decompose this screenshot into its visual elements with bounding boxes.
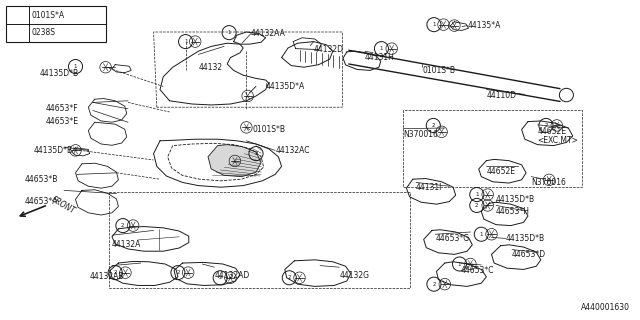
Text: 1: 1 [184,39,188,44]
Text: 44653*A: 44653*A [24,197,58,206]
Text: 44131H: 44131H [365,53,395,62]
Text: 44131I: 44131I [416,183,442,192]
Text: 44652E: 44652E [538,127,566,136]
Text: 44132D: 44132D [314,45,344,54]
Text: 0101S*A: 0101S*A [32,11,65,20]
Text: 1: 1 [458,261,461,267]
Text: 1: 1 [432,22,436,27]
Text: <EXC.MT>: <EXC.MT> [538,136,579,145]
Text: 1: 1 [380,46,383,51]
Text: 44653*H: 44653*H [496,207,530,216]
Text: 2: 2 [475,203,479,208]
Text: 2: 2 [121,223,125,228]
Text: 2: 2 [432,282,436,287]
Text: 44135*A: 44135*A [467,21,500,30]
Text: 44132AA: 44132AA [251,29,285,38]
Text: 44132A: 44132A [112,240,141,249]
Text: 2: 2 [15,30,19,35]
Text: 44132AB: 44132AB [90,272,124,281]
Text: 44653*G: 44653*G [435,234,469,243]
Text: 44132: 44132 [198,63,223,72]
Text: 2: 2 [218,275,222,280]
Text: 44135D*B: 44135D*B [40,69,79,78]
Text: 0238S: 0238S [32,28,56,37]
Text: FRONT: FRONT [50,195,77,216]
Text: 44652E: 44652E [486,167,515,176]
Polygon shape [208,145,261,177]
Text: 2: 2 [254,151,258,156]
Text: 44135D*B: 44135D*B [496,196,535,204]
Text: A440001630: A440001630 [581,303,630,312]
Text: 44135D*A: 44135D*A [266,82,305,91]
Text: 1: 1 [479,232,483,237]
Text: 44653*C: 44653*C [461,266,494,275]
Text: 0101S*B: 0101S*B [422,66,456,75]
Text: 1: 1 [227,30,231,35]
Text: 2: 2 [287,275,291,280]
Text: 0101S*B: 0101S*B [253,125,286,134]
Text: 44135D*B: 44135D*B [506,234,545,243]
Text: 1: 1 [74,64,77,69]
Text: 2: 2 [176,270,180,275]
Text: 44132AD: 44132AD [214,271,250,280]
Text: 44653*D: 44653*D [512,250,546,259]
Text: 44653*E: 44653*E [46,117,79,126]
Text: 2: 2 [544,123,548,128]
Text: 44653*F: 44653*F [46,104,79,113]
Text: 44653*B: 44653*B [24,175,58,184]
Text: N370016: N370016 [531,178,566,187]
Text: N370016: N370016 [403,130,438,139]
Text: 44132AC: 44132AC [275,146,310,155]
Text: 44110D: 44110D [486,92,516,100]
Text: 1: 1 [15,13,19,18]
Text: 2: 2 [431,123,435,128]
FancyBboxPatch shape [6,6,106,42]
Text: 44135D*B: 44135D*B [33,146,72,155]
Text: 44132G: 44132G [339,271,369,280]
Text: 2: 2 [113,270,117,275]
Text: 1: 1 [475,192,479,197]
